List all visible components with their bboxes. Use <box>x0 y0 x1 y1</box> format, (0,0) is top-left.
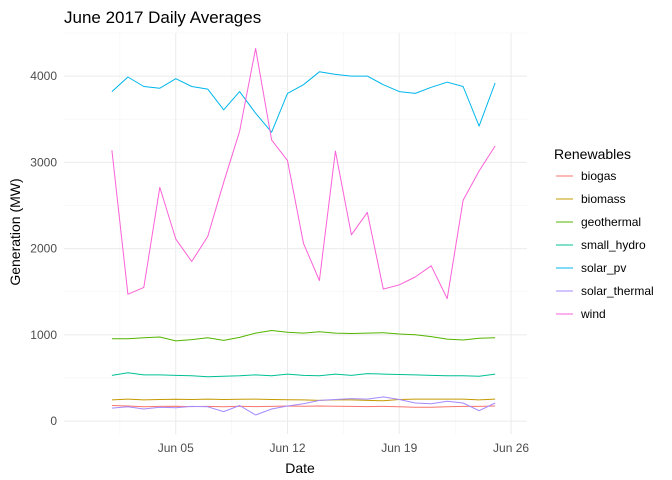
x-tick-label: Jun 12 <box>270 441 306 455</box>
legend-label: biogas <box>581 169 616 183</box>
x-tick-label: Jun 05 <box>158 441 194 455</box>
legend-label: small_hydro <box>581 238 646 252</box>
x-axis-title: Date <box>285 460 315 476</box>
legend-item-wind: wind <box>556 307 606 321</box>
series-line-biomass <box>111 398 496 402</box>
series-line-solar_thermal <box>111 396 496 416</box>
y-tick-label: 1000 <box>30 328 57 342</box>
legend-label: wind <box>580 307 606 321</box>
legend-items: biogas biomass geothermal small_hydro solar_… <box>556 169 654 321</box>
x-tick-label: Jun 19 <box>381 441 417 455</box>
series-line-solar_pv <box>111 71 496 133</box>
x-tick-label: Jun 26 <box>493 441 529 455</box>
legend-item-biomass: biomass <box>556 192 626 206</box>
legend: Renewables biogas biomass geothermal small_… <box>554 146 654 321</box>
series-line-wind <box>111 48 496 300</box>
series-lines <box>111 48 496 416</box>
y-tick-label: 3000 <box>30 155 57 169</box>
x-axis-tick-labels: Jun 05 Jun 12 Jun 19 Jun 26 <box>158 441 530 455</box>
legend-item-geothermal: geothermal <box>556 215 641 229</box>
chart-title: June 2017 Daily Averages <box>64 8 261 27</box>
legend-item-solar_pv: solar_pv <box>556 261 626 275</box>
major-gridlines <box>64 33 527 434</box>
legend-item-biogas: biogas <box>556 169 616 183</box>
series-line-small_hydro <box>111 372 496 378</box>
legend-title: Renewables <box>554 146 631 162</box>
legend-label: solar_pv <box>581 261 626 275</box>
series-line-geothermal <box>111 330 496 342</box>
y-axis-title: Generation (MW) <box>7 178 23 285</box>
legend-label: solar_thermal <box>581 284 654 298</box>
y-tick-label: 4000 <box>30 69 57 83</box>
legend-label: biomass <box>581 192 626 206</box>
minor-gridlines <box>64 32 527 434</box>
y-tick-label: 2000 <box>30 242 57 256</box>
legend-label: geothermal <box>581 215 641 229</box>
series-line-biogas <box>111 405 496 408</box>
y-axis-tick-labels: 0 1000 2000 3000 4000 <box>30 69 57 428</box>
y-tick-label: 0 <box>50 414 57 428</box>
legend-item-small_hydro: small_hydro <box>556 238 646 252</box>
legend-item-solar_thermal: solar_thermal <box>556 284 654 298</box>
